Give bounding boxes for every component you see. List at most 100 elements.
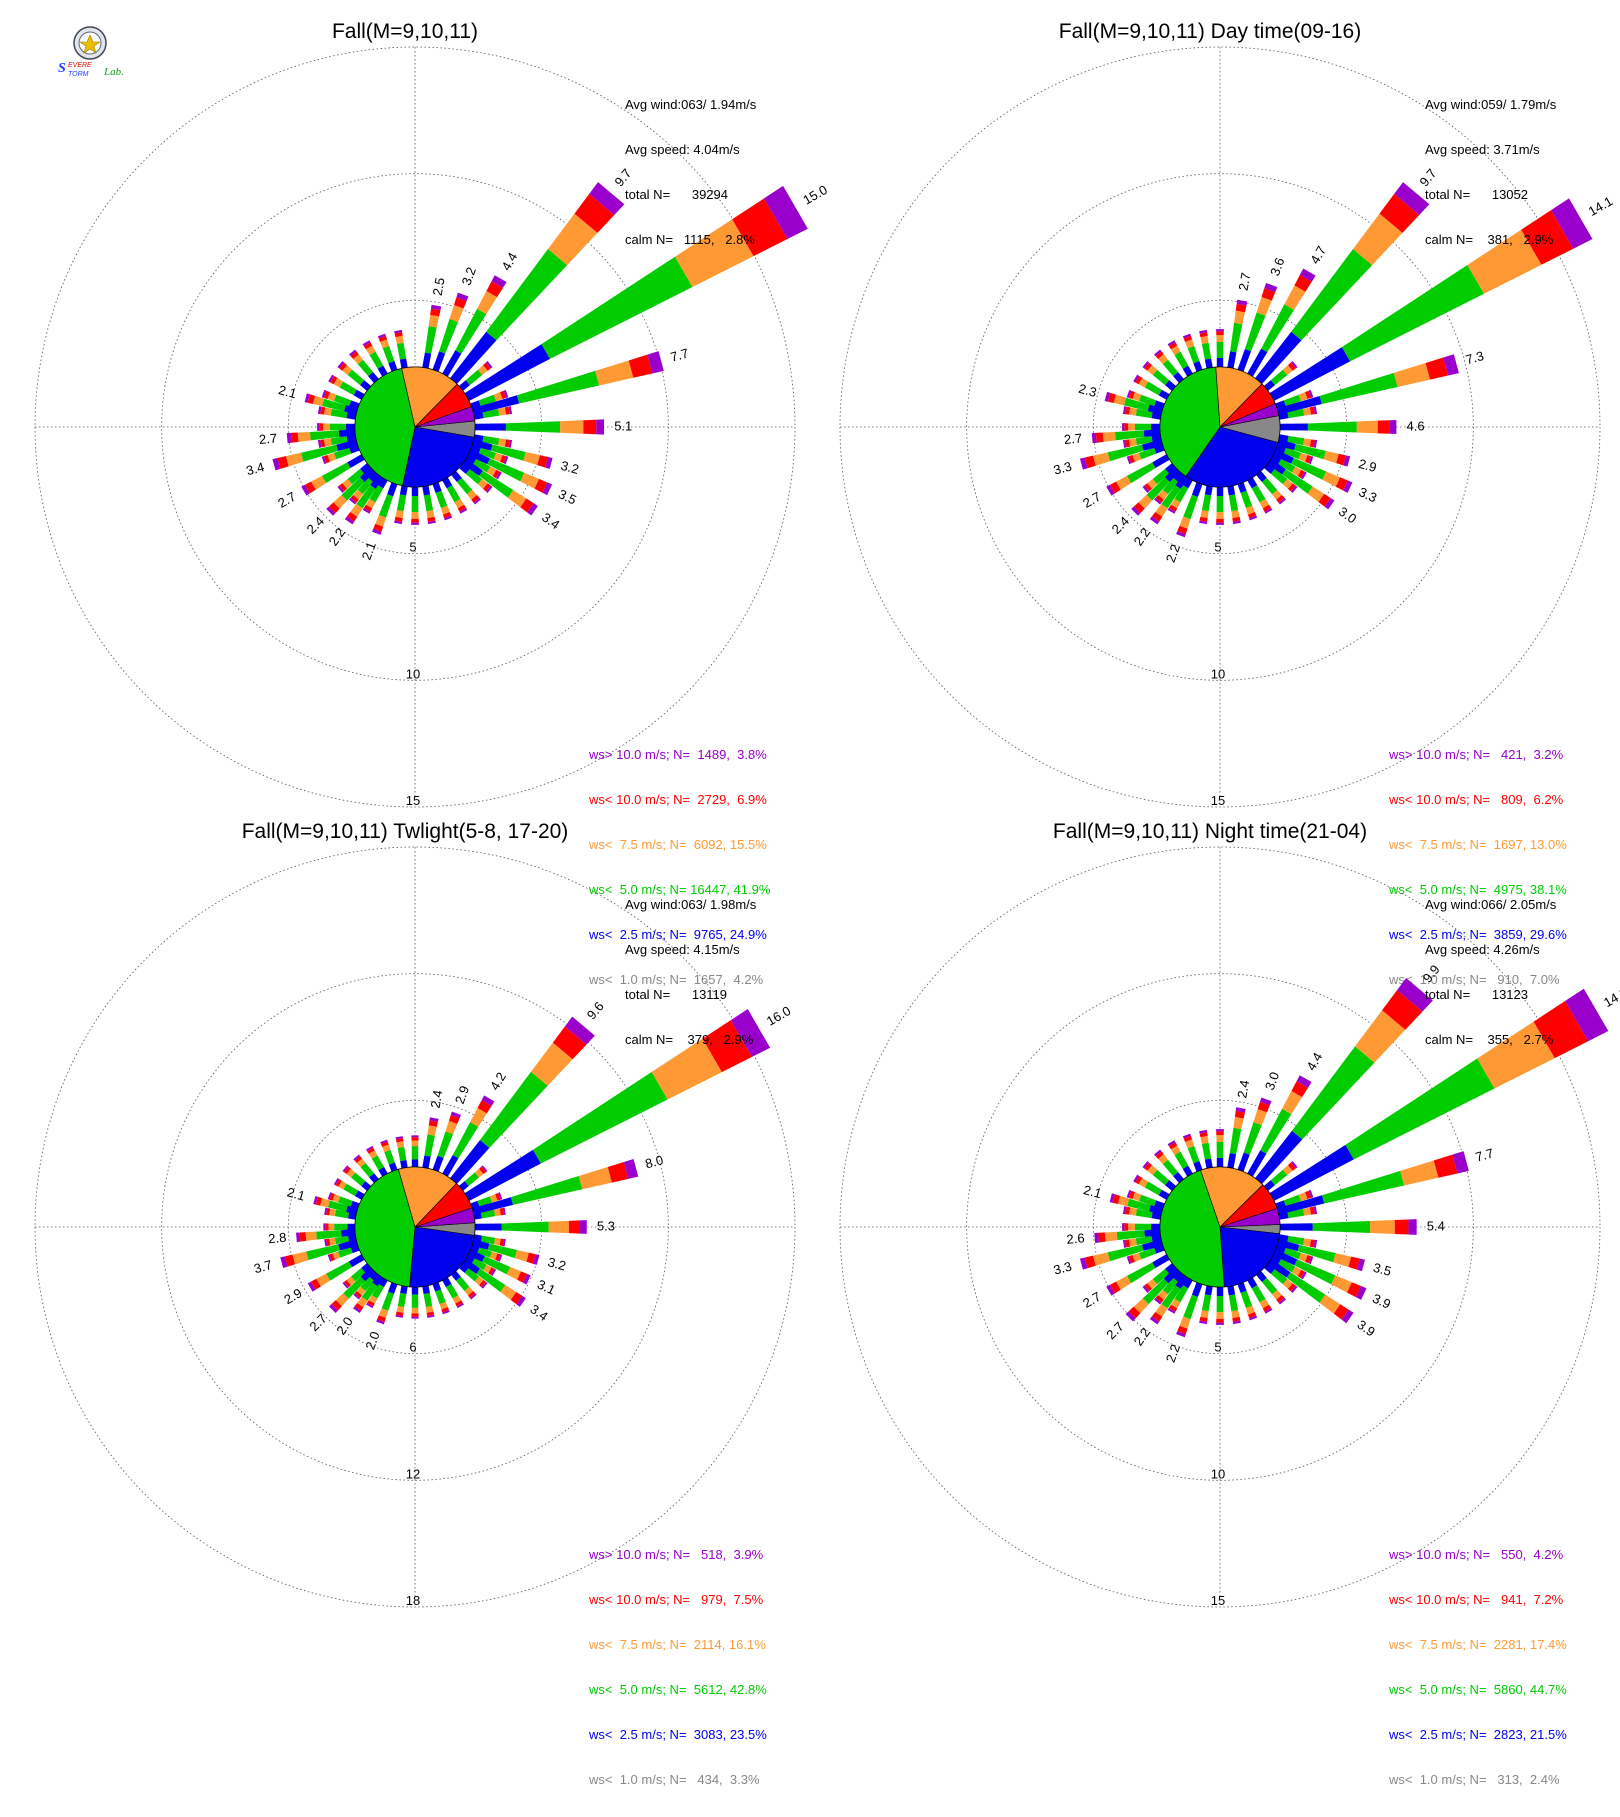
bar-segment — [411, 1316, 419, 1319]
bar-segment — [1231, 510, 1240, 519]
bar-segment — [1234, 1110, 1245, 1119]
bar-segment — [462, 458, 483, 476]
bar-segment — [365, 345, 376, 356]
bar-segment — [388, 1162, 398, 1172]
bar-segment — [1173, 1270, 1184, 1282]
bar-segment — [574, 193, 615, 233]
bar-segment — [507, 490, 527, 508]
bar-segment — [411, 1140, 419, 1147]
bar-segment — [442, 512, 452, 519]
bar-segment — [1264, 282, 1278, 293]
bar-segment — [651, 1038, 722, 1100]
bar-segment — [424, 1134, 435, 1157]
bar-segment — [1084, 455, 1096, 469]
bar-segment — [1303, 1238, 1312, 1247]
bar-segment — [1167, 340, 1176, 347]
bar-segment — [1158, 489, 1168, 500]
bar-segment — [396, 1306, 405, 1313]
bar-segment — [1204, 1158, 1213, 1169]
bar-segment — [1176, 1330, 1186, 1338]
bar-segment — [1128, 1306, 1141, 1319]
bar-segment — [520, 472, 540, 489]
bar-segment — [1201, 1294, 1212, 1312]
bar-segment — [435, 490, 448, 509]
bar-segment — [1152, 1268, 1170, 1285]
bar-segment — [411, 496, 419, 513]
bar-segment — [482, 483, 491, 492]
bar-segment — [346, 1168, 356, 1178]
bar-segment — [338, 1180, 347, 1190]
bar-segment — [399, 358, 408, 369]
bar-segment — [1433, 1154, 1458, 1178]
bar-segment — [1308, 389, 1314, 398]
bar-segment — [1287, 1162, 1296, 1171]
bar-segment — [397, 1292, 407, 1308]
avg-wind: Avg wind:063/ 1.94m/s — [625, 97, 757, 112]
bar-segment — [1079, 1257, 1088, 1270]
bar-total-label: 2.0 — [362, 1330, 382, 1352]
bar-segment — [1175, 1274, 1189, 1289]
bar-segment — [455, 308, 487, 354]
bar-segment — [422, 1285, 430, 1295]
bar-total-label: 2.2 — [1130, 525, 1153, 548]
bar-segment — [1243, 1122, 1262, 1155]
bar-segment — [1278, 458, 1296, 473]
bar-segment — [277, 456, 289, 469]
bar-total-label: 3.4 — [539, 510, 562, 533]
bar-total-label: 2.2 — [325, 525, 348, 548]
bar-segment — [1114, 430, 1145, 441]
bar-segment — [357, 359, 374, 377]
bar-segment — [1152, 454, 1170, 468]
bar-segment — [296, 1232, 301, 1243]
bar-segment — [333, 377, 344, 388]
bar-segment — [1240, 1290, 1253, 1309]
bar-segment — [1322, 471, 1341, 487]
bar-segment — [1379, 193, 1420, 233]
bar-segment — [1313, 1206, 1318, 1215]
stats-box: Avg wind:059/ 1.79m/s Avg speed: 3.71m/s… — [1425, 67, 1556, 277]
bar-segment — [323, 423, 330, 431]
bar-segment — [1228, 1294, 1239, 1312]
windrose-plot-2: 510152.73.64.79.714.14.62.22.77.32.93.33… — [839, 46, 1615, 808]
bar-segment — [332, 1194, 341, 1203]
bar-segment — [489, 1251, 498, 1260]
pie-slice — [414, 406, 476, 428]
bar-segment — [411, 1307, 419, 1314]
bar-segment — [1263, 1180, 1275, 1191]
bar-segment — [1284, 285, 1306, 310]
bar-segment — [323, 407, 332, 416]
bar-segment — [1154, 1149, 1162, 1157]
bar-segment — [1263, 463, 1275, 474]
bar-segment — [316, 1230, 342, 1240]
bar-segment — [427, 1314, 435, 1318]
bar-total-label: 2.7 — [1236, 271, 1254, 291]
bar-segment — [1165, 1180, 1177, 1191]
bar-segment — [1343, 455, 1351, 467]
bar-segment — [1256, 470, 1267, 482]
bar-segment — [1216, 522, 1224, 525]
bar-segment — [1291, 249, 1373, 341]
panel-title: Fall(M=9,10,11) Twlight(5-8, 17-20) — [241, 820, 569, 843]
bar-segment — [350, 494, 359, 503]
bar-total-label: 2.4 — [1109, 513, 1132, 536]
bar-segment — [1142, 485, 1150, 493]
bar-segment — [337, 361, 345, 369]
bar-segment — [1287, 1235, 1305, 1246]
bar-segment — [1216, 335, 1224, 342]
bar-segment — [424, 326, 437, 354]
bar-total-label: 7.7 — [669, 345, 690, 364]
bar-segment — [1309, 1206, 1315, 1215]
avg-speed: Avg speed: 4.26m/s — [1425, 942, 1540, 957]
bar-segment — [1174, 1285, 1189, 1303]
bar-segment — [320, 1198, 330, 1208]
bar-total-label: 3.2 — [559, 458, 580, 477]
bar-segment — [450, 331, 497, 385]
bar-segment — [1122, 439, 1127, 448]
bar-segment — [428, 1120, 438, 1127]
ring-label: 15 — [406, 793, 420, 808]
bar-segment — [356, 1286, 366, 1296]
calm-count: calm N= 381, 2.9% — [1425, 232, 1554, 247]
legend-entry-lt7.5: ws< 7.5 m/s; N= 1697, 13.0% — [1389, 837, 1567, 852]
bar-segment — [1106, 1284, 1115, 1296]
bar-segment — [510, 1292, 523, 1305]
